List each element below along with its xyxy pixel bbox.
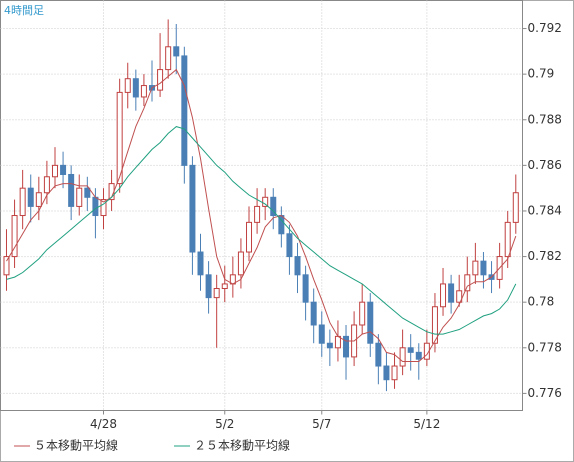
candle-body — [391, 365, 398, 381]
y-tick-label: 0.778 — [528, 340, 562, 354]
candle-body — [76, 187, 83, 207]
candle-body — [326, 342, 333, 349]
candle-body — [19, 187, 26, 217]
candle-body — [124, 78, 131, 93]
candle-body — [375, 342, 382, 367]
candle-body — [27, 187, 34, 207]
legend-label: ２５本移動平均線 — [194, 438, 290, 453]
candle-body — [504, 221, 511, 258]
legend-label: ５本移動平均線 — [34, 438, 118, 453]
candle-body — [35, 192, 42, 207]
ma-line — [6, 68, 517, 362]
candle-body — [116, 91, 123, 185]
y-tick-label: 0.776 — [528, 386, 562, 400]
x-tick-label: 4/28 — [90, 417, 117, 431]
candle-body — [140, 85, 147, 98]
candle-body — [448, 283, 455, 303]
candle-body — [43, 176, 50, 194]
candle-body — [359, 301, 366, 326]
candle-body — [100, 199, 107, 217]
candle-body — [237, 251, 244, 276]
candle-body — [302, 274, 309, 303]
candle-body — [464, 274, 471, 292]
y-tick-label: 0.78 — [528, 295, 555, 309]
candle-body — [262, 196, 269, 207]
candle-body — [3, 256, 10, 276]
candle-body — [343, 335, 350, 358]
candle-body — [165, 46, 172, 71]
candle-body — [157, 69, 164, 91]
candle-body — [173, 46, 180, 57]
x-tick-label: 5/2 — [215, 417, 234, 431]
candle-body — [415, 351, 422, 360]
ma-line — [6, 126, 517, 335]
candle-body — [213, 288, 220, 299]
candle-body — [246, 221, 253, 253]
candle-body — [383, 365, 390, 381]
x-tick-label: 5/7 — [312, 417, 331, 431]
candle-body — [197, 251, 204, 276]
candle-body — [310, 301, 317, 326]
candle-body — [286, 233, 293, 258]
candle-body — [181, 55, 188, 166]
candle-body — [254, 205, 261, 223]
candle-body — [189, 164, 196, 253]
candle-body — [472, 260, 479, 276]
candle-body — [512, 192, 519, 223]
candle-body — [334, 335, 341, 349]
candle-body — [51, 164, 58, 178]
y-tick-label: 0.786 — [528, 158, 562, 172]
candle-body — [440, 283, 447, 308]
x-tick-label: 5/12 — [413, 417, 440, 431]
y-tick-label: 0.784 — [528, 203, 562, 217]
y-tick-label: 0.782 — [528, 249, 562, 263]
candle-body — [68, 173, 75, 207]
candle-body — [456, 290, 463, 303]
candle-body — [132, 78, 139, 98]
candle-body — [11, 215, 18, 258]
candle-body — [480, 260, 487, 276]
candle-body — [399, 347, 406, 367]
candle-body — [407, 347, 414, 353]
candle-body — [205, 274, 212, 299]
plot-area — [0, 0, 523, 411]
candle-body — [294, 256, 301, 276]
candle-body — [270, 196, 277, 217]
candle-body — [318, 324, 325, 344]
candle-body — [84, 187, 91, 198]
candle-body — [367, 301, 374, 344]
y-tick-label: 0.79 — [528, 67, 555, 81]
candle-body — [431, 306, 438, 344]
candle-body — [92, 196, 99, 217]
y-tick-label: 0.788 — [528, 112, 562, 126]
candle-body — [221, 283, 228, 290]
chart-title: 4時間足 — [4, 4, 44, 17]
y-tick-label: 0.792 — [528, 21, 562, 35]
candle-body — [60, 164, 67, 175]
